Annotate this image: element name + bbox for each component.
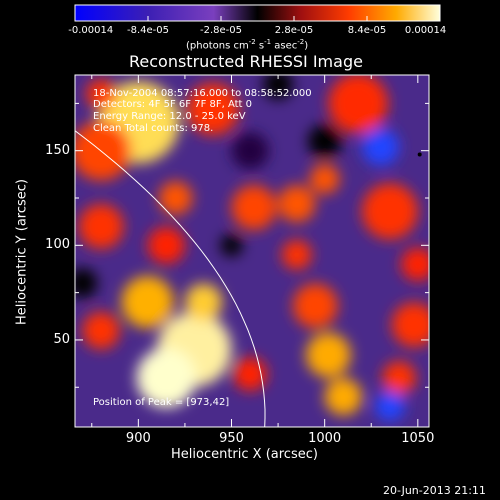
heatmap-blob <box>391 302 429 348</box>
heatmap-blob <box>86 79 116 109</box>
plot-frame <box>74 74 430 428</box>
heatmap-image <box>75 75 429 427</box>
annotation-clean-counts: Clean Total counts: 978. <box>93 123 214 134</box>
annotation-time-range: 18-Nov-2004 08:57:16.000 to 08:58:52.000 <box>93 88 312 99</box>
x-axis-label: Heliocentric X (arcsec) <box>171 447 318 462</box>
x-tick-label: 1000 <box>308 431 342 446</box>
peak-position-label: Position of Peak = [973,42] <box>93 397 230 408</box>
heatmap-blob <box>186 82 239 136</box>
heatmap-blob <box>292 283 338 329</box>
footer-date: 20-Jun-2013 21:11 <box>383 484 486 497</box>
y-tick-label: 100 <box>45 237 70 253</box>
x-tick-label: 900 <box>125 431 151 446</box>
heatmap-blob <box>307 124 342 159</box>
colorbar-ticks <box>74 16 441 21</box>
y-tick-label: 150 <box>45 142 70 158</box>
heatmap-blob <box>147 226 185 264</box>
heatmap-blob <box>75 120 131 181</box>
heatmap-blob <box>231 132 269 170</box>
colorbar-tick-label: 8.4e-05 <box>347 25 387 36</box>
solar-limb-line <box>75 130 266 427</box>
heatmap-blob <box>158 181 193 215</box>
heatmap-blob <box>309 164 340 194</box>
y-tick-label: 50 <box>53 331 70 347</box>
colorbar-tick-label: -8.4e-05 <box>127 25 169 36</box>
colorbar-tick-label: 2.8e-05 <box>274 25 314 36</box>
heatmap-blob <box>263 75 293 100</box>
heatmap-blob <box>324 378 362 416</box>
heatmap-blob <box>78 204 124 249</box>
heatmap-blob <box>361 183 418 240</box>
heatmap-blob <box>233 357 267 391</box>
heatmap-blob <box>281 239 312 270</box>
heatmap-blob <box>401 247 429 282</box>
colorbar-tick-label: -0.00014 <box>68 25 114 36</box>
heatmap-blob <box>306 332 351 378</box>
heatmap-blob <box>231 185 277 230</box>
y-axis-label: Heliocentric Y (arcsec) <box>14 179 30 325</box>
heatmap-blob <box>361 128 400 166</box>
heatmap-blob <box>136 347 197 408</box>
colorbar <box>74 4 441 22</box>
heatmap-blob <box>328 75 389 134</box>
x-tick-label: 950 <box>219 431 244 446</box>
colorbar-units: (photons cm-2 s-1 asec-2) <box>186 38 309 52</box>
colorbar-tick-label: 0.00014 <box>404 25 447 36</box>
heatmap-blob <box>184 283 223 321</box>
heatmap-blob <box>278 185 316 223</box>
peak-marker <box>417 152 422 157</box>
heatmap-blob <box>220 234 243 257</box>
annotation-energy-range: Energy Range: 12.0 - 25.0 keV <box>93 111 246 122</box>
colorbar-tick-label: -2.8e-05 <box>200 25 242 36</box>
heatmap-blob <box>75 268 98 299</box>
heatmap-blob <box>374 391 405 422</box>
annotation-detectors: Detectors: 4F 5F 6F 7F 8F, Att 0 <box>93 99 253 110</box>
axis-ticks <box>75 75 429 427</box>
chart-title: Reconstructed RHESSI Image <box>129 52 363 71</box>
heatmap-blob <box>82 311 120 350</box>
heatmap-blob <box>121 276 174 329</box>
heatmap-blob <box>382 361 416 395</box>
x-tick-label: 1050 <box>401 431 435 446</box>
